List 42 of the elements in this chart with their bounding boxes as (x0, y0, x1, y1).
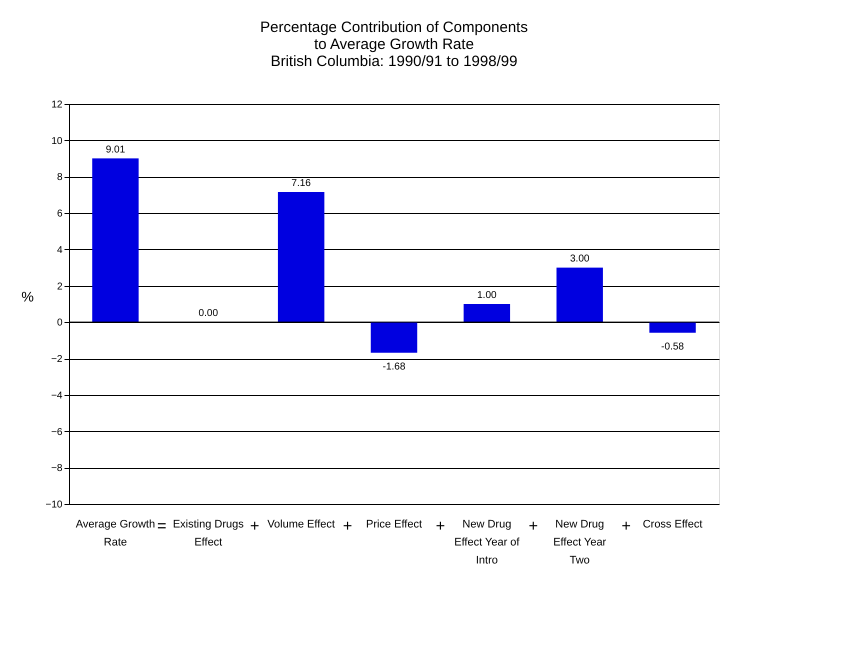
y-axis-title: % (21, 288, 34, 304)
data-label: 7.16 (291, 178, 312, 189)
text: + (528, 518, 538, 535)
y-tick-label: −10 (46, 500, 63, 510)
data-label: -0.58 (661, 342, 684, 353)
text: = (157, 518, 167, 535)
x-tick-label: Average Growth Rate (76, 518, 156, 548)
y-tick-label: 4 (56, 244, 63, 256)
text: + (342, 518, 352, 535)
data-label: -1.68 (382, 362, 406, 373)
x-tick-label: Price Effect (366, 518, 422, 530)
x-tick-label: Existing Drugs Effect (172, 518, 244, 548)
data-label: 1.00 (477, 290, 498, 301)
x-tick-label: Cross Effect (642, 518, 702, 530)
text: + (250, 518, 260, 535)
data-label: 0.00 (198, 308, 218, 320)
y-tick-label: 6 (56, 208, 63, 220)
y-tick-label: 0 (56, 318, 63, 329)
y-tick-label: 2 (56, 281, 63, 292)
y-tick-label: 12 (51, 100, 63, 110)
data-label: 9.01 (106, 144, 126, 156)
bar (649, 322, 696, 333)
x-tick-label: New Drug Effect Year of Intro (454, 518, 520, 566)
text: + (621, 518, 631, 535)
x-tick-label: Volume Effect (267, 518, 335, 530)
bar (92, 158, 139, 322)
bar (370, 322, 418, 353)
bar (278, 192, 324, 322)
bar (556, 268, 603, 322)
y-tick-label: 8 (56, 172, 63, 184)
y-tick-label: −2 (51, 354, 63, 366)
data-label: 3.00 (570, 254, 590, 265)
y-tick-label: −6 (51, 426, 63, 438)
y-tick-label: −8 (51, 463, 63, 474)
text: British Columbia: 1990/91 to 1998/99 (270, 53, 518, 70)
y-tick-label: −4 (51, 390, 63, 402)
bar (464, 304, 510, 322)
y-tick-label: 10 (51, 136, 63, 147)
text: + (436, 518, 446, 535)
text: to Average Growth Rate (314, 36, 474, 53)
text: Percentage Contribution of Components (260, 19, 528, 36)
x-tick-label: New Drug Effect Year Two (553, 518, 607, 566)
